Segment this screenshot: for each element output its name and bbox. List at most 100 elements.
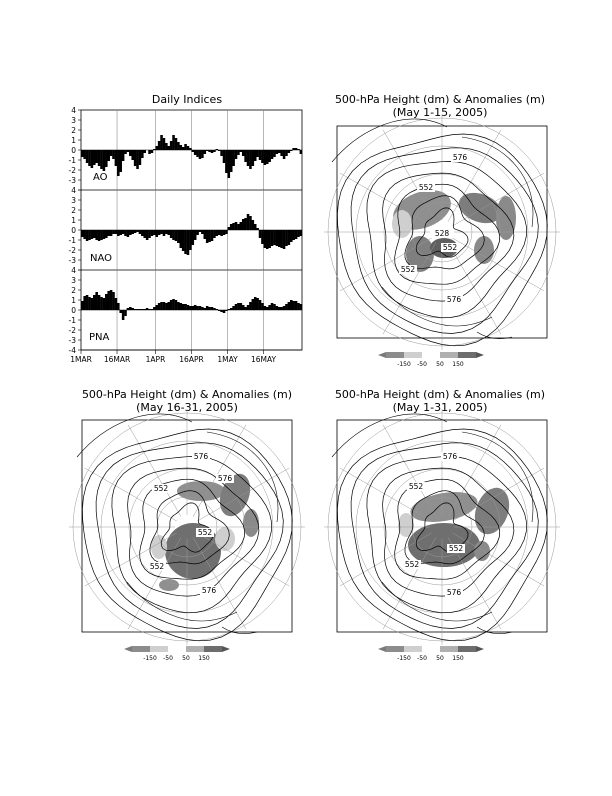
- index-bar: [294, 230, 298, 239]
- map-may-1-15: 576 552 528 552 552 576: [324, 114, 560, 350]
- coastline: [206, 431, 279, 523]
- y-tick-label: 1: [71, 216, 76, 225]
- height-contour: [404, 490, 485, 565]
- colorbar-map2: -150 -50 50 150: [124, 646, 230, 662]
- index-bar: [157, 141, 161, 150]
- colorbar-tick-label: -50: [163, 655, 173, 662]
- index-bar: [191, 306, 195, 310]
- meridian-line: [127, 424, 182, 517]
- index-bar: [112, 292, 115, 310]
- index-bar: [148, 150, 151, 154]
- index-bar: [229, 224, 233, 230]
- contour-label: 552: [409, 482, 424, 491]
- index-bar: [169, 300, 173, 310]
- index-bar: [83, 296, 86, 310]
- index-bar: [222, 310, 226, 313]
- index-bar: [289, 230, 293, 242]
- index-bar: [177, 230, 180, 243]
- index-bar: [119, 310, 122, 313]
- index-bar: [133, 309, 137, 310]
- index-bar: [85, 150, 89, 163]
- index-bar: [297, 303, 300, 310]
- index-bar: [162, 302, 166, 310]
- height-contour: [160, 502, 214, 553]
- index-bar: [172, 230, 175, 240]
- index-bar: [138, 309, 142, 310]
- index-bar: [143, 150, 147, 153]
- contour-label-bg: [441, 452, 459, 461]
- index-bar: [165, 230, 168, 234]
- x-tick-labels: 1MAR 16MAR 1APR 16APR 1MAY 16MAY: [70, 350, 277, 364]
- meridian-line: [452, 532, 545, 587]
- index-bar: [121, 310, 125, 320]
- index-bar: [277, 307, 281, 310]
- index-bar: [280, 150, 283, 156]
- index-bar: [81, 301, 84, 310]
- y-tick-label: 3: [71, 276, 76, 285]
- index-bar: [153, 230, 156, 235]
- colorbar-tick-label: 150: [452, 361, 464, 368]
- meridian-line: [197, 467, 290, 522]
- index-bar: [189, 306, 192, 310]
- ao-label: AO: [93, 172, 108, 183]
- index-bar: [136, 230, 139, 232]
- x-tick-label: 16APR: [179, 355, 203, 364]
- coastline: [381, 286, 493, 327]
- index-bar: [229, 308, 233, 310]
- y-tick-label: 1: [71, 136, 76, 145]
- meridian-line: [197, 532, 290, 587]
- meridian-line: [382, 242, 437, 335]
- meridian-line: [192, 537, 247, 630]
- index-bar: [268, 305, 271, 310]
- colorbar-segment: [386, 352, 404, 358]
- index-bar: [121, 230, 125, 234]
- meridian-line: [452, 467, 545, 522]
- index-bar: [131, 230, 134, 234]
- colorbar-segment: [150, 646, 168, 652]
- index-bar: [249, 150, 252, 169]
- nao-label: NAO: [90, 253, 112, 264]
- coastline: [221, 626, 258, 634]
- index-bar: [256, 150, 259, 157]
- map-may-1-31: 576 552 552 552 576: [324, 409, 560, 645]
- meridian-line: [339, 172, 432, 227]
- index-bar: [277, 150, 281, 153]
- index-bar: [213, 308, 216, 310]
- coastline: [476, 331, 513, 339]
- index-bar: [265, 307, 269, 310]
- index-bar: [81, 150, 84, 157]
- contour-label-bg: [445, 588, 463, 597]
- index-bar: [129, 307, 132, 310]
- index-bar: [143, 309, 147, 310]
- index-bar: [241, 219, 245, 230]
- map3-title: 500-hPa Height (dm) & Anomalies (m): [335, 388, 545, 401]
- colorbar-arrow: [476, 352, 484, 358]
- height-contour: [82, 428, 293, 642]
- anomaly-region: [408, 523, 480, 567]
- index-bar: [253, 224, 257, 230]
- contour-label-bg: [451, 153, 469, 162]
- index-bar: [208, 230, 211, 242]
- index-bar: [220, 150, 223, 156]
- meridian-line: [447, 129, 502, 222]
- index-bar: [256, 228, 259, 230]
- index-bar: [273, 304, 276, 310]
- contour-label: 552: [154, 484, 169, 493]
- index-bar: [136, 150, 139, 169]
- colorbar-arrow: [476, 646, 484, 652]
- index-bar: [186, 230, 190, 255]
- contour-label-bg: [200, 586, 218, 595]
- contour-label: 552: [419, 183, 434, 192]
- colorbar-segment: [440, 646, 458, 652]
- x-tick-label: 1APR: [146, 355, 166, 364]
- contour-label: 528: [435, 229, 450, 238]
- index-bar: [145, 308, 149, 310]
- colorbar-tick-label: 150: [198, 655, 210, 662]
- index-bar: [261, 230, 264, 244]
- contour-label: 552: [150, 562, 165, 571]
- index-bar: [157, 230, 161, 235]
- index-bar: [124, 230, 127, 236]
